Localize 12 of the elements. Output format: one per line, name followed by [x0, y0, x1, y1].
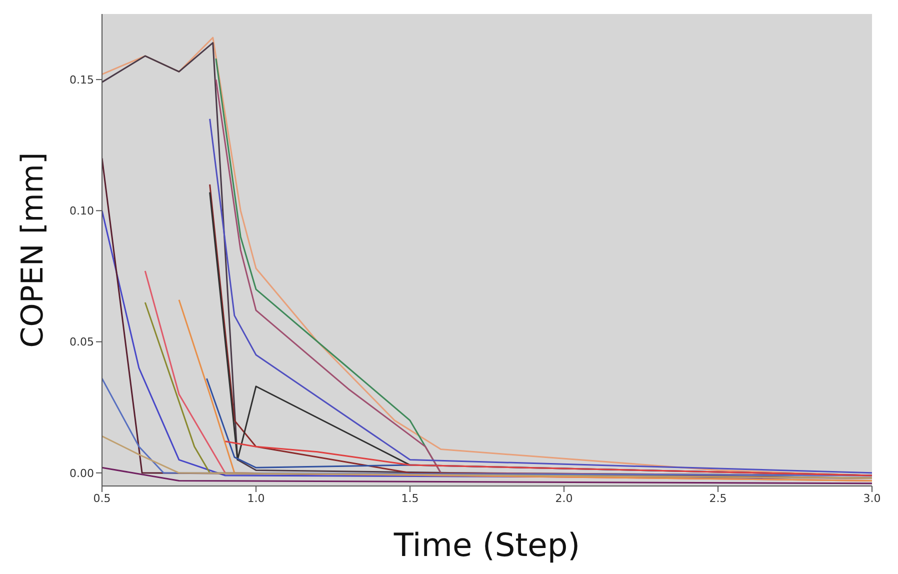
- x-axis-title: Time (Step): [392, 526, 580, 564]
- y-tick-label: 0.10: [70, 204, 94, 218]
- y-tick-label: 0.15: [70, 73, 94, 86]
- y-tick-label: 0.00: [70, 466, 94, 480]
- x-tick-label: 2.0: [555, 492, 573, 505]
- x-tick-label: 2.5: [709, 492, 727, 505]
- x-tick-label: 0.5: [93, 492, 111, 505]
- y-axis-title: COPEN [mm]: [16, 152, 51, 348]
- x-tick-label: 3.0: [863, 492, 881, 505]
- x-tick-label: 1.0: [247, 492, 265, 505]
- y-tick-label: 0.05: [70, 336, 94, 349]
- x-tick-label: 1.5: [401, 492, 419, 505]
